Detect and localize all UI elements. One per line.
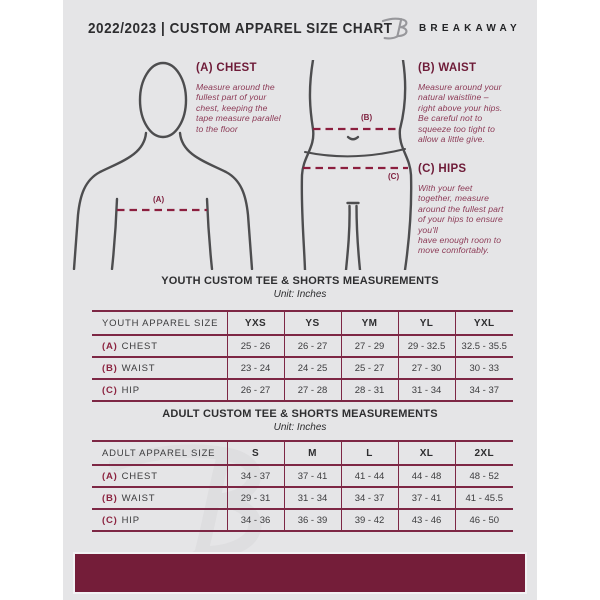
upper-body-figure [72, 61, 254, 270]
page-title: 2022/2023 | CUSTOM APPAREL SIZE CHART [88, 20, 393, 37]
brand-lockup: BREAKAWAY [381, 14, 521, 42]
adult-column-header: 2XL [454, 441, 513, 465]
adult-waist-row: (B) WAIST 29 - 31 31 - 34 34 - 37 37 - 41… [92, 487, 513, 509]
measurement-cell: 34 - 37 [340, 487, 398, 509]
measurement-cell: 37 - 41 [397, 487, 455, 509]
measurement-cell: 37 - 41 [283, 465, 341, 487]
chest-marker-label: (A) [153, 195, 165, 204]
adult-column-header: S [226, 441, 284, 465]
hips-marker-label: (C) [388, 172, 400, 181]
row-label: WAIST [121, 362, 156, 374]
size-chart-page: 2022/2023 | CUSTOM APPAREL SIZE CHART BR… [63, 0, 537, 600]
waist-marker-label: (B) [361, 113, 373, 122]
row-prefix: (A) [102, 470, 118, 482]
adult-column-header: XL [397, 441, 455, 465]
row-label: HIP [121, 384, 140, 396]
measurement-cell: 28 - 31 [340, 379, 398, 401]
measurement-cell: 27 - 30 [397, 357, 455, 379]
youth-size-table: YOUTH APPAREL SIZE YXS YS YM YL YXL (A) C… [92, 310, 513, 402]
row-label-cell: (C) HIP [92, 509, 227, 531]
chest-guide-heading: (A) CHEST [196, 62, 257, 74]
row-prefix: (C) [102, 514, 118, 526]
measurement-cell: 25 - 26 [226, 335, 284, 357]
row-label-cell: (C) HIP [92, 379, 227, 401]
adult-chest-row: (A) CHEST 34 - 37 37 - 41 41 - 44 44 - 48… [92, 465, 513, 487]
measurement-cell: 36 - 39 [283, 509, 341, 531]
row-label-cell: (A) CHEST [92, 335, 227, 357]
adult-table-title: ADULT CUSTOM TEE & SHORTS MEASUREMENTS [162, 408, 438, 420]
row-label-cell: (A) CHEST [92, 465, 227, 487]
measurement-cell: 39 - 42 [340, 509, 398, 531]
youth-table-unit: Unit: Inches [273, 289, 327, 300]
row-label: HIP [121, 514, 140, 526]
row-label: CHEST [121, 340, 158, 352]
row-label: WAIST [121, 492, 156, 504]
adult-column-header: ADULT APPAREL SIZE [102, 447, 216, 459]
measurement-cell: 34 - 36 [226, 509, 284, 531]
row-prefix: (A) [102, 340, 118, 352]
measurement-cell: 24 - 25 [283, 357, 341, 379]
measurement-cell: 26 - 27 [283, 335, 341, 357]
youth-table-title: YOUTH CUSTOM TEE & SHORTS MEASUREMENTS [161, 275, 439, 287]
adult-table-unit: Unit: Inches [273, 422, 327, 433]
row-prefix: (B) [102, 362, 118, 374]
youth-hip-row: (C) HIP 26 - 27 27 - 28 28 - 31 31 - 34 3… [92, 379, 513, 401]
measurement-cell: 29 - 31 [226, 487, 284, 509]
adult-hip-row: (C) HIP 34 - 36 36 - 39 39 - 42 43 - 46 4… [92, 509, 513, 531]
measurement-cell: 34 - 37 [226, 465, 284, 487]
waist-guide-heading: (B) WAIST [418, 62, 477, 74]
measurement-cell: 23 - 24 [226, 357, 284, 379]
measurement-cell: 48 - 52 [454, 465, 513, 487]
row-prefix: (B) [102, 492, 118, 504]
adult-header-row: ADULT APPAREL SIZE S M L XL 2XL [92, 441, 513, 465]
row-label-cell: (B) WAIST [92, 357, 227, 379]
youth-header-row: YOUTH APPAREL SIZE YXS YS YM YL YXL [92, 311, 513, 335]
brand-name: BREAKAWAY [419, 22, 521, 34]
measurement-cell: 41 - 44 [340, 465, 398, 487]
measurement-cell: 43 - 46 [397, 509, 455, 531]
measurement-cell: 31 - 34 [397, 379, 455, 401]
measurement-cell: 27 - 29 [340, 335, 398, 357]
row-label-cell: (B) WAIST [92, 487, 227, 509]
measurement-cell: 29 - 32.5 [397, 335, 455, 357]
chest-guide-text: Measure around the fullest part of your … [196, 82, 281, 134]
breakaway-logo-icon [381, 17, 408, 40]
youth-column-header: YXS [226, 311, 284, 335]
youth-column-header: YXL [454, 311, 513, 335]
adult-size-table: ADULT APPAREL SIZE S M L XL 2XL (A) CHEST… [92, 440, 513, 532]
measurement-cell: 26 - 27 [226, 379, 284, 401]
lower-body-figure [300, 60, 413, 270]
hips-guide-text: With your feet together, measure around … [418, 183, 504, 256]
waist-guide-text: Measure around your natural waistline – … [418, 82, 503, 145]
measurement-cell: 34 - 37 [454, 379, 513, 401]
youth-chest-row: (A) CHEST 25 - 26 26 - 27 27 - 29 29 - 32… [92, 335, 513, 357]
hips-guide-heading: (C) HIPS [418, 163, 467, 175]
row-label: CHEST [121, 470, 158, 482]
measurement-cell: 32.5 - 35.5 [454, 335, 513, 357]
row-prefix: (C) [102, 384, 118, 396]
measurement-cell: 25 - 27 [340, 357, 398, 379]
adult-column-header: L [340, 441, 398, 465]
measurement-cell: 30 - 33 [454, 357, 513, 379]
measurement-cell: 41 - 45.5 [454, 487, 513, 509]
footer-accent-bar [73, 552, 527, 594]
youth-column-header: YS [283, 311, 341, 335]
measurement-cell: 46 - 50 [454, 509, 513, 531]
youth-waist-row: (B) WAIST 23 - 24 24 - 25 25 - 27 27 - 30… [92, 357, 513, 379]
measurement-cell: 31 - 34 [283, 487, 341, 509]
adult-column-header: M [283, 441, 341, 465]
youth-column-header: YM [340, 311, 398, 335]
measurement-cell: 27 - 28 [283, 379, 341, 401]
measurement-cell: 44 - 48 [397, 465, 455, 487]
youth-column-header: YL [397, 311, 455, 335]
youth-column-header: YOUTH APPAREL SIZE [102, 317, 219, 329]
